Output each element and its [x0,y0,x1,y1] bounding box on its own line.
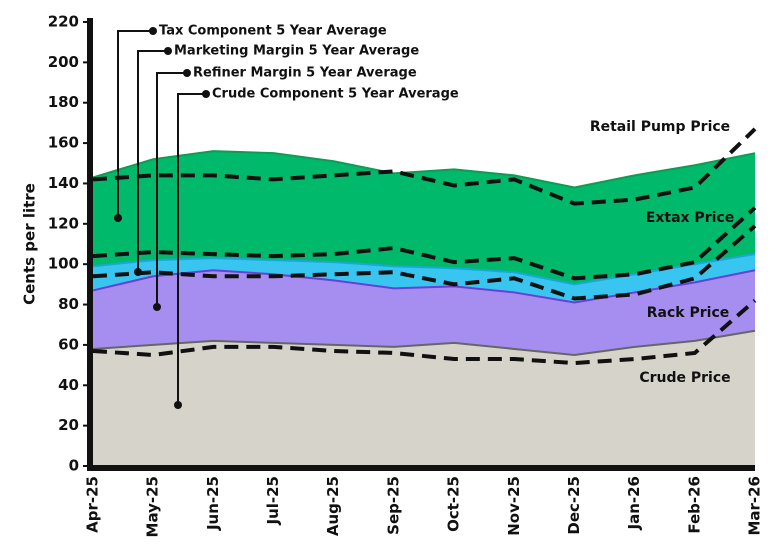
callout-dot [174,401,182,409]
dashed-line [92,206,757,281]
y-tick-label: 120 [48,214,79,232]
y-tick-label: 200 [48,53,79,71]
y-tick-label: 100 [48,255,79,273]
x-tick-label: Apr-25 [84,476,102,533]
x-tick-label: Feb-26 [685,476,703,534]
legend-entry: Refiner Margin 5 Year Average [193,66,417,81]
callout-dot [114,214,122,222]
legend-entry: Tax Component 5 Year Average [159,24,387,39]
y-tick-label: 80 [58,295,79,313]
y-tick-label: 140 [48,174,79,192]
callout-dot [164,47,172,55]
callout-dot [153,303,161,311]
y-tick-label: 40 [58,376,79,394]
dashed-line [92,299,757,366]
x-tick-label: May-25 [144,476,162,537]
callout-dot [134,268,142,276]
callout-line [177,93,206,405]
callout-dot [149,27,157,35]
y-tick-label: 20 [58,416,79,434]
y-axis-label: Cents per litre [21,183,39,305]
y-tick-label: 180 [48,93,79,111]
series-label: Extax Price [646,210,734,226]
callout-dot [183,69,191,77]
dashed-line [92,224,757,301]
y-tick-label: 60 [58,335,79,353]
legend-entry: Crude Component 5 Year Average [212,87,459,102]
x-tick-label: Dec-25 [565,476,583,535]
area [93,270,755,355]
legend-entry: Marketing Margin 5 Year Average [174,44,419,59]
callout-dot [202,90,210,98]
x-tick-label: Jul-25 [264,476,282,526]
y-tick-label: 160 [48,134,79,152]
area [93,330,755,466]
y-tick-label: 220 [48,13,79,31]
dashed-line [92,127,757,206]
x-tick-label: Jun-25 [204,476,222,531]
callout-line [156,72,187,307]
area-edge [92,150,756,189]
x-tick-label: Mar-26 [746,476,764,536]
x-tick-label: Aug-25 [324,476,342,536]
series-label: Crude Price [639,370,730,386]
x-tick-label: Sep-25 [384,476,402,535]
series-label: Rack Price [647,305,729,321]
x-tick-label: Jan-26 [625,476,643,530]
callout-line [117,30,153,218]
y-tick-label: 0 [69,457,79,475]
area-edge [92,329,756,357]
x-tick-label: Oct-25 [445,476,463,532]
x-tick-label: Nov-25 [505,476,523,536]
callout-line [137,50,168,272]
series-label: Retail Pump Price [590,119,730,135]
